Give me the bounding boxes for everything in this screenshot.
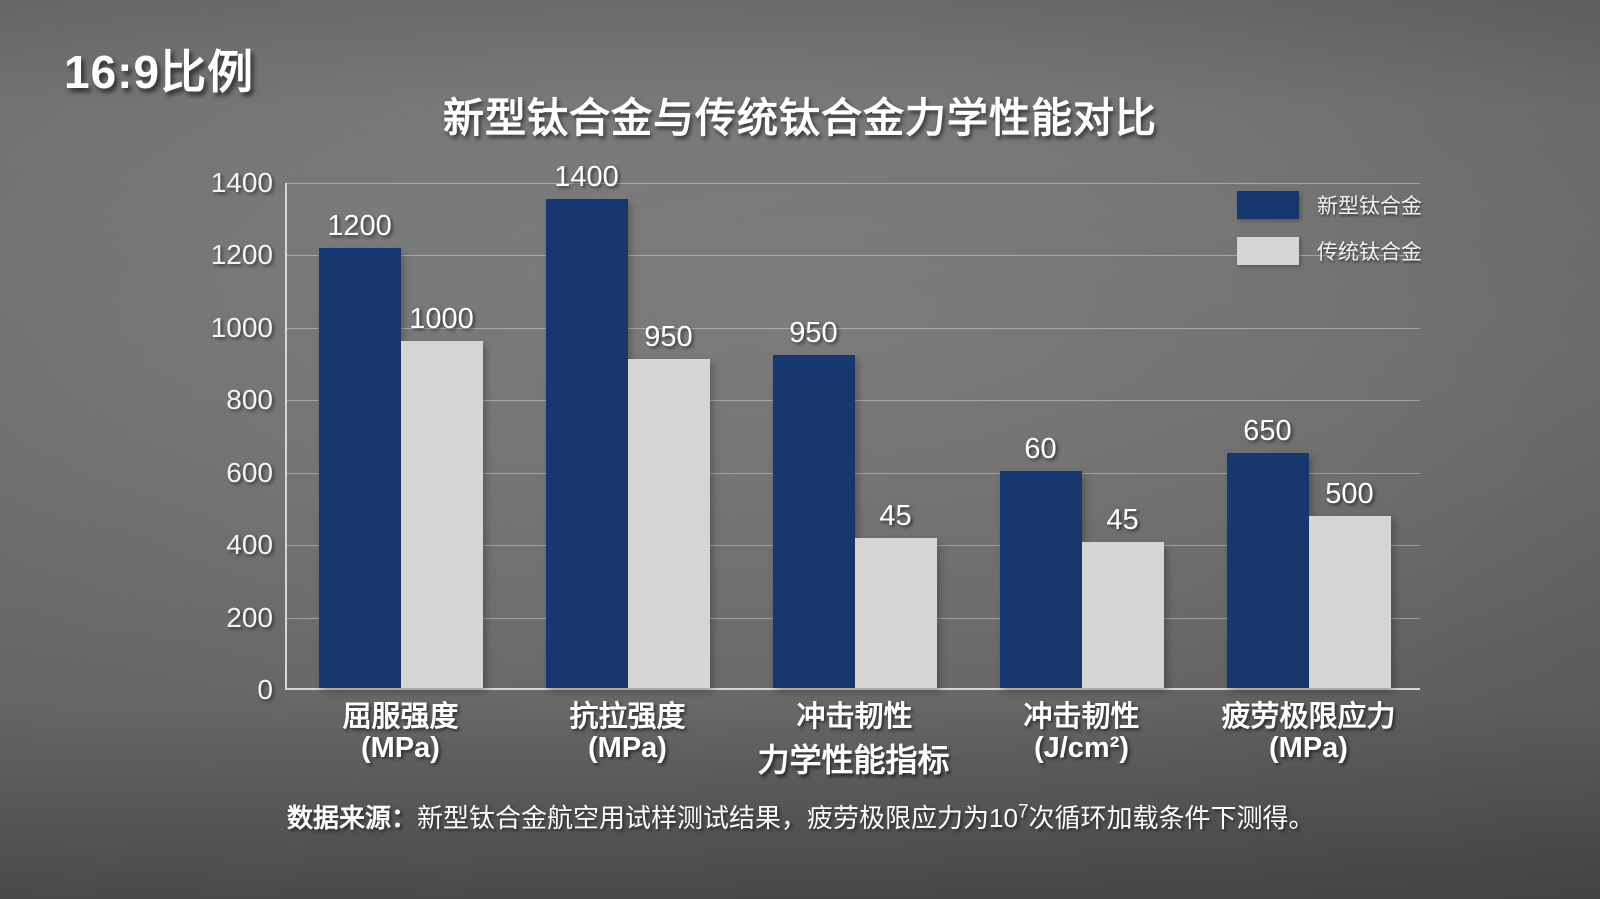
source-note-body2: 次循环加载条件下测得。 xyxy=(1028,803,1315,833)
y-tick-label: 400 xyxy=(226,529,273,561)
bar-series1-group2 xyxy=(854,537,937,688)
y-tick-label: 1200 xyxy=(210,239,273,271)
bar-value-label: 60 xyxy=(1024,432,1057,465)
source-note-superscript: 7 xyxy=(1017,801,1029,823)
bar-series0-group4 xyxy=(1226,453,1309,688)
bar-value-label: 500 xyxy=(1325,477,1374,510)
bar-series0-group1 xyxy=(545,199,628,688)
x-axis-title: 力学性能指标 xyxy=(757,742,950,778)
legend-swatch-1 xyxy=(1237,237,1299,265)
bar-series1-group0 xyxy=(400,341,483,688)
source-note: 数据来源：新型钛合金航空用试样测试结果，疲劳极限应力为107次循环加载条件下测得… xyxy=(287,798,1315,835)
bar-series1-group3 xyxy=(1081,542,1164,688)
bar-value-label: 45 xyxy=(1106,504,1139,537)
x-category-label: 冲击韧性 xyxy=(796,701,913,733)
source-note-prefix: 数据来源： xyxy=(287,803,418,833)
legend-label-1: 传统钛合金 xyxy=(1317,241,1422,264)
bar-value-label: 650 xyxy=(1243,415,1292,448)
bar-series1-group1 xyxy=(627,359,710,688)
x-category-label: 抗拉强度 (MPa) xyxy=(569,701,686,765)
y-tick-label: 1000 xyxy=(210,311,273,343)
bar-series1-group4 xyxy=(1308,515,1391,688)
gridline-y-1000 xyxy=(287,327,1420,329)
source-note-body1: 新型钛合金航空用试样测试结果，疲劳极限应力为10 xyxy=(417,803,1018,833)
chart-title: 新型钛合金与传统钛合金力学性能对比 xyxy=(443,95,1157,141)
legend-swatch-0 xyxy=(1237,191,1299,219)
bar-series0-group3 xyxy=(999,470,1082,688)
y-tick-label: 1400 xyxy=(210,167,273,198)
y-tick-label: 200 xyxy=(226,601,273,633)
bar-value-label: 1200 xyxy=(327,209,392,242)
aspect-ratio-label: 16:9比例 xyxy=(64,46,255,98)
x-category-label: 疲劳极限应力 (MPa) xyxy=(1221,701,1396,765)
plot-area: 0 200 400 600 800 1000 1200 1400 1200 1000 屈服强度 (MP… xyxy=(211,161,1420,778)
bar-series0-group0 xyxy=(318,248,401,688)
bar-value-label: 950 xyxy=(789,316,838,349)
x-category-label: 冲击韧性 (J/cm²) xyxy=(1023,701,1140,765)
legend-row-0: 新型钛合金 xyxy=(1237,190,1422,220)
gridline-y-1200 xyxy=(287,255,1420,257)
x-category-label: 屈服强度 (MPa) xyxy=(342,701,459,765)
y-tick-label: 0 xyxy=(257,674,273,705)
bar-value-label: 45 xyxy=(879,499,912,532)
gridline-y-1400 xyxy=(287,183,1420,184)
bar-series0-group2 xyxy=(772,354,855,688)
bar-value-label: 1400 xyxy=(554,161,619,194)
legend-label-0: 新型钛合金 xyxy=(1317,195,1422,218)
y-tick-label: 800 xyxy=(226,384,273,416)
y-tick-label: 600 xyxy=(226,456,273,488)
legend: 新型钛合金传统钛合金 xyxy=(1237,190,1422,282)
bar-value-label: 950 xyxy=(644,321,693,354)
bar-value-label: 1000 xyxy=(409,303,474,336)
legend-row-1: 传统钛合金 xyxy=(1237,236,1422,266)
